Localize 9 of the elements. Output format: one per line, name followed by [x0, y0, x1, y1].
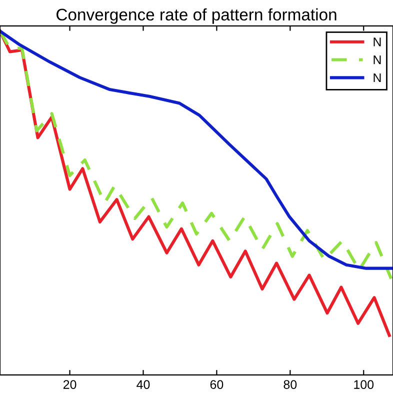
- legend-label: N: [374, 73, 381, 82]
- x-tick-label: 40: [136, 380, 150, 389]
- chart-title: Convergence rate of pattern formation: [56, 8, 336, 24]
- legend-label: N: [374, 56, 381, 64]
- legend-label: N: [374, 38, 381, 46]
- x-tick-label: 20: [63, 380, 76, 389]
- x-tick-label: 100: [354, 380, 374, 389]
- x-tick-label: 80: [284, 380, 297, 389]
- x-tick-label: 60: [210, 380, 224, 389]
